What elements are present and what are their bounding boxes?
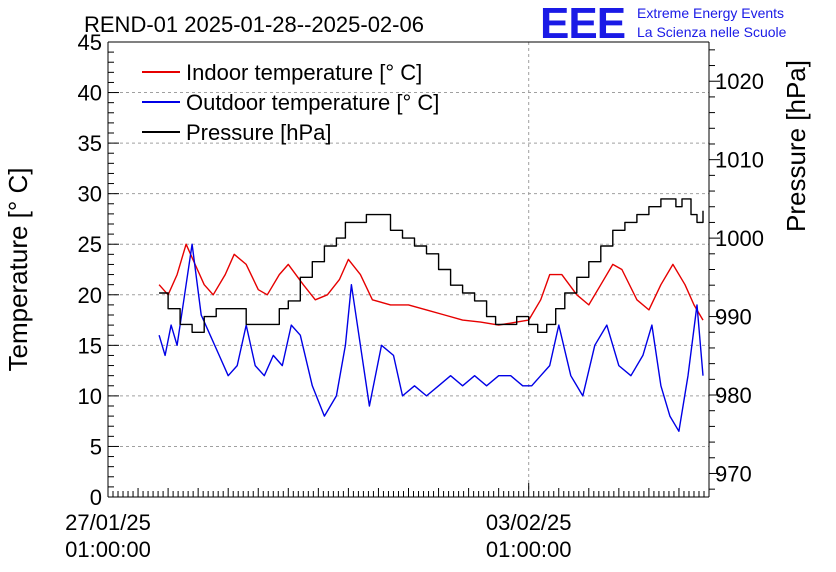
left-tick-label: 25 bbox=[78, 232, 102, 257]
legend-label: Outdoor temperature [° C] bbox=[186, 90, 439, 115]
logo-line-1: Extreme Energy Events bbox=[637, 5, 785, 21]
left-tick-label: 20 bbox=[78, 283, 102, 308]
left-tick-label: 0 bbox=[90, 485, 102, 510]
left-tick-label: 35 bbox=[78, 131, 102, 156]
logo-caption: Extreme Energy Events La Scienza nelle S… bbox=[637, 4, 786, 42]
legend-label: Indoor temperature [° C] bbox=[186, 60, 422, 85]
logo-line-2: La Scienza nelle Scuole bbox=[637, 24, 787, 40]
right-tick-label: 1010 bbox=[715, 148, 764, 173]
right-tick-label: 990 bbox=[715, 305, 752, 330]
series-line bbox=[158, 243, 704, 326]
legend: Indoor temperature [° C] Outdoor temperat… bbox=[142, 60, 439, 145]
right-tick-label: 1020 bbox=[715, 69, 764, 94]
right-tick-label: 1000 bbox=[715, 226, 764, 251]
left-tick-label: 10 bbox=[78, 384, 102, 409]
series-lines bbox=[158, 198, 704, 432]
series-line bbox=[158, 243, 704, 432]
left-tick-label: 30 bbox=[78, 182, 102, 207]
left-tick-label: 45 bbox=[78, 30, 102, 55]
left-tick-label: 40 bbox=[78, 81, 102, 106]
legend-label: Pressure [hPa] bbox=[186, 120, 332, 145]
right-tick-label: 970 bbox=[715, 461, 752, 486]
x-tick-label-time: 01:00:00 bbox=[65, 537, 151, 562]
left-tick-label: 5 bbox=[90, 434, 102, 459]
right-axis-title: Pressure [hPa] bbox=[781, 60, 811, 232]
axes: 0 5 10 15 20 25 30 35 40 45 970 980 990 1000 1010 1020 2… bbox=[3, 30, 811, 562]
eee-logo: EEE bbox=[540, 0, 626, 48]
x-tick-label-date: 27/01/25 bbox=[65, 510, 151, 535]
left-tick-label: 15 bbox=[78, 333, 102, 358]
chart-title: REND-01 2025-01-28--2025-02-06 bbox=[84, 12, 424, 37]
x-tick-label-time: 01:00:00 bbox=[486, 537, 572, 562]
left-axis-title: Temperature [° C] bbox=[3, 167, 33, 371]
x-tick-label-date: 03/02/25 bbox=[486, 510, 572, 535]
right-tick-label: 980 bbox=[715, 383, 752, 408]
series-line bbox=[159, 198, 704, 333]
